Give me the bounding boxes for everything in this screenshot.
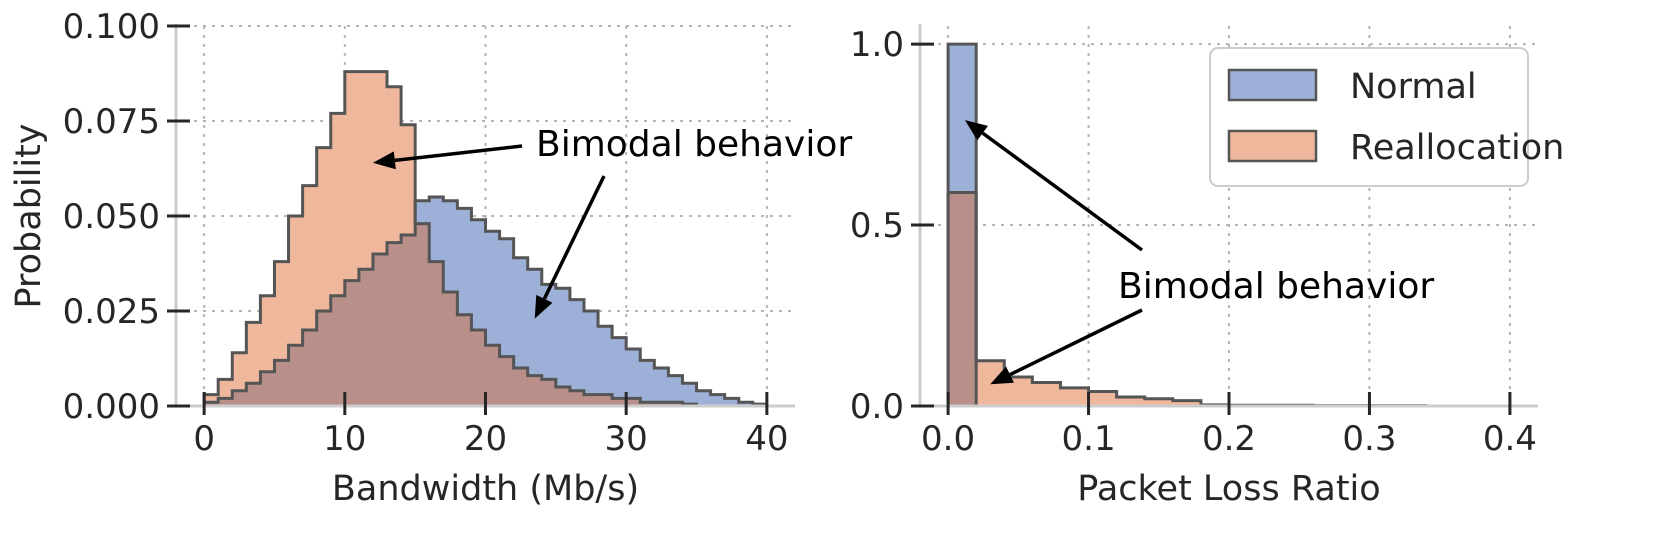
x-tick-label: 0.2 — [1202, 419, 1256, 459]
bandwidth-histograms — [202, 70, 769, 408]
x-tick-label: 0.3 — [1342, 419, 1396, 459]
y-tick-label: 0.5 — [850, 206, 904, 246]
y-tick-label: 0.0 — [850, 387, 904, 427]
annotation-arrowhead — [534, 294, 553, 319]
packet-loss-x-axis-label: Packet Loss Ratio — [1077, 469, 1380, 509]
packet-loss-annotation-text: Bimodal behavior — [1118, 266, 1434, 307]
bandwidth-y-axis-label: Probability — [9, 123, 49, 308]
bandwidth-annotation-text: Bimodal behavior — [536, 124, 852, 165]
x-tick-label: 0 — [193, 419, 215, 459]
reallocation-histogram-fill — [948, 192, 1426, 406]
packet-loss-annotation: Bimodal behavior — [964, 120, 1434, 385]
y-tick-label: 0.000 — [63, 387, 160, 427]
legend-label-reallocation: Reallocation — [1350, 128, 1564, 168]
annotation-arrowhead — [964, 120, 989, 141]
annotation-arrow — [394, 144, 523, 163]
reallocation-histogram-outline — [202, 70, 767, 408]
x-tick-label: 30 — [605, 419, 648, 459]
normal-histogram-outline — [202, 195, 769, 408]
y-tick-label: 0.100 — [63, 7, 160, 47]
bandwidth-chart: 0 10 20 30 40 0.000 0.025 0.050 0.075 0.100 Bandw… — [9, 7, 852, 509]
bandwidth-annotation: Bimodal behavior — [372, 124, 852, 319]
annotation-arrow — [1009, 308, 1143, 377]
x-tick-label: 0.4 — [1483, 419, 1537, 459]
annotation-arrowhead — [372, 151, 396, 170]
legend-label-normal: Normal — [1350, 67, 1477, 107]
legend: Normal Reallocation — [1209, 47, 1564, 187]
bandwidth-x-axis-label: Bandwidth (Mb/s) — [332, 469, 639, 509]
annotation-arrow — [981, 131, 1144, 252]
x-tick-label: 0.1 — [1062, 419, 1116, 459]
y-tick-label: 0.075 — [63, 102, 160, 142]
x-tick-label: 0.0 — [921, 419, 975, 459]
y-tick-label: 0.050 — [63, 197, 160, 237]
annotation-arrowhead — [990, 366, 1014, 385]
y-tick-label: 1.0 — [850, 25, 904, 65]
annotation-arrow — [542, 175, 606, 300]
x-tick-label: 10 — [323, 419, 366, 459]
bandwidth-ticks: 0 10 20 30 40 0.000 0.025 0.050 0.075 0.100 — [63, 7, 789, 459]
x-tick-label: 20 — [464, 419, 507, 459]
packet-loss-ticks: 0.0 0.1 0.2 0.3 0.4 0.0 0.5 1.0 — [850, 25, 1537, 459]
legend-swatch-reallocation — [1227, 129, 1318, 163]
legend-swatch-normal — [1227, 68, 1318, 102]
packet-loss-chart: 0.0 0.1 0.2 0.3 0.4 0.0 0.5 1.0 Packet Loss Rat… — [850, 24, 1564, 509]
x-tick-label: 40 — [745, 419, 788, 459]
overlap-histogram-fill — [204, 223, 767, 406]
y-tick-label: 0.025 — [63, 292, 160, 332]
